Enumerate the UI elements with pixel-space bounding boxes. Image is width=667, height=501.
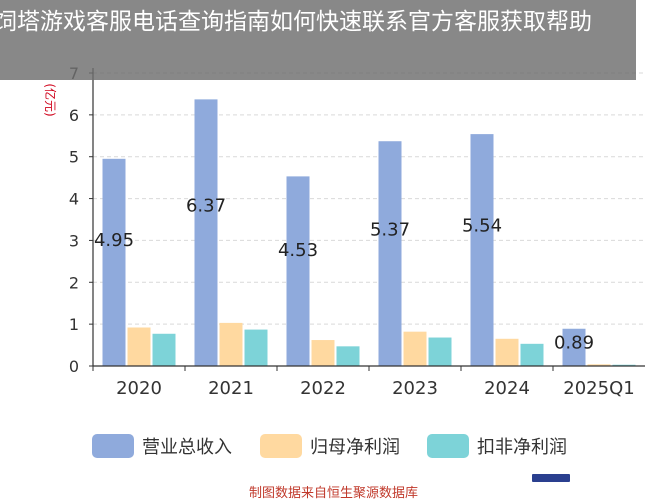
x-tick-label-2025Q1: 2025Q1 — [563, 378, 634, 399]
legend-swatch-0 — [92, 434, 134, 458]
y-axis-label: (亿元) — [43, 83, 58, 116]
bar-2023-series-2 — [428, 337, 452, 366]
bar-2025Q1-series-1 — [587, 364, 611, 366]
y-tick-label-3: 3 — [69, 231, 79, 250]
x-tick-label-2022: 2022 — [300, 378, 346, 399]
bar-2024-series-0 — [470, 134, 494, 366]
bars — [102, 99, 636, 367]
bar-2022-series-1 — [311, 340, 335, 366]
bar-2022-series-2 — [336, 346, 360, 366]
y-tick-label-6: 6 — [69, 106, 79, 125]
y-tick-label-5: 5 — [69, 148, 79, 167]
x-tick-label-2024: 2024 — [484, 378, 530, 399]
x-tick-label-2023: 2023 — [392, 378, 438, 399]
banner-title: 饲塔游戏客服电话查询指南如何快速联系官方客服获取帮助 — [0, 9, 592, 35]
bar-2025Q1-series-2 — [612, 364, 636, 366]
bar-2021-series-2 — [244, 329, 268, 366]
source-logo — [532, 474, 570, 482]
bar-2020-series-0 — [102, 158, 126, 366]
legend-swatch-1 — [260, 434, 302, 458]
legend-label-1: 归母净利润 — [310, 437, 400, 458]
data-label-2023: 5.37 — [370, 220, 410, 241]
y-tick-label-4: 4 — [69, 190, 79, 209]
y-tick-label-1: 1 — [69, 315, 79, 334]
title-banner: 饲塔游戏客服电话查询指南如何快速联系官方客服获取帮助 — [0, 0, 636, 80]
source-note: 制图数据来自恒生聚源数据库 — [248, 486, 418, 501]
bar-2025Q1-series-0 — [562, 328, 586, 366]
data-label-2022: 4.53 — [278, 240, 318, 261]
bar-2021-series-0 — [194, 99, 218, 367]
legend-label-0: 营业总收入 — [142, 437, 232, 458]
x-tick-label-2020: 2020 — [116, 378, 162, 399]
y-tick-label-2: 2 — [69, 273, 79, 292]
bar-2024-series-2 — [520, 343, 544, 366]
bar-2024-series-1 — [495, 338, 519, 366]
x-tick-label-2021: 2021 — [208, 378, 254, 399]
bar-2022-series-0 — [286, 176, 310, 366]
data-label-2020: 4.95 — [94, 230, 134, 251]
bar-2020-series-1 — [127, 327, 151, 366]
data-label-2021: 6.37 — [186, 195, 226, 216]
data-labels: 4.95 6.37 4.53 5.37 5.54 0.89 — [94, 195, 594, 353]
legend-swatch-2 — [427, 434, 469, 458]
y-tick-label-0: 0 — [69, 357, 79, 376]
bar-2021-series-1 — [219, 322, 243, 366]
bar-2023-series-1 — [403, 331, 427, 366]
data-label-2024: 5.54 — [462, 216, 502, 237]
legend: 营业总收入 归母净利润 扣非净利润 — [92, 434, 567, 458]
bar-2020-series-2 — [152, 333, 176, 366]
bar-2023-series-0 — [378, 141, 402, 366]
legend-label-2: 扣非净利润 — [477, 437, 567, 458]
data-label-2025Q1: 0.89 — [554, 333, 594, 354]
